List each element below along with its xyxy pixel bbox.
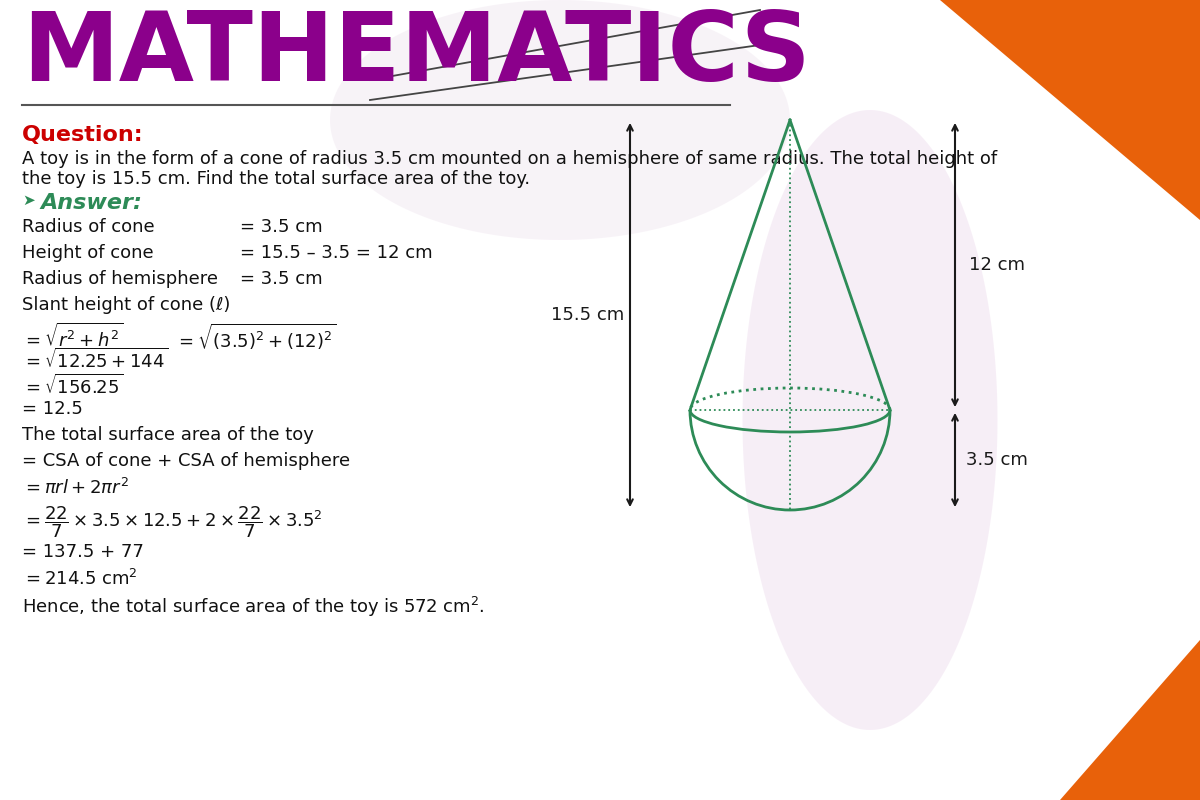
Text: $= \sqrt{12.25 + 144}$: $= \sqrt{12.25 + 144}$ — [22, 348, 168, 372]
Text: A toy is in the form of a cone of radius 3.5 cm mounted on a hemisphere of same : A toy is in the form of a cone of radius… — [22, 150, 997, 168]
Text: Question:: Question: — [22, 125, 144, 145]
Text: $= \pi rl + 2\pi r^2$: $= \pi rl + 2\pi r^2$ — [22, 478, 128, 498]
Text: 3.5 cm: 3.5 cm — [966, 451, 1028, 469]
Text: = 3.5 cm: = 3.5 cm — [240, 218, 323, 236]
Text: $= 214.5 \text{ cm}^2$: $= 214.5 \text{ cm}^2$ — [22, 569, 138, 589]
Text: = 15.5 – 3.5 = 12 cm: = 15.5 – 3.5 = 12 cm — [240, 244, 433, 262]
Polygon shape — [940, 0, 1200, 220]
Text: $= \sqrt{156.25}$: $= \sqrt{156.25}$ — [22, 374, 124, 398]
Text: Hence, the total surface area of the toy is 572 cm$^2$.: Hence, the total surface area of the toy… — [22, 595, 485, 619]
Text: $= \dfrac{22}{7} \times 3.5 \times 12.5 + 2 \times \dfrac{22}{7} \times 3.5^2$: $= \dfrac{22}{7} \times 3.5 \times 12.5 … — [22, 504, 323, 540]
Text: Height of cone: Height of cone — [22, 244, 154, 262]
Text: $= \sqrt{r^2 + h^2}$: $= \sqrt{r^2 + h^2}$ — [22, 322, 124, 350]
Text: $= \sqrt{(3.5)^2 + (12)^2}$: $= \sqrt{(3.5)^2 + (12)^2}$ — [175, 322, 336, 352]
Text: = CSA of cone + CSA of hemisphere: = CSA of cone + CSA of hemisphere — [22, 452, 350, 470]
Text: ➤: ➤ — [22, 193, 35, 208]
Text: Slant height of cone (ℓ): Slant height of cone (ℓ) — [22, 296, 230, 314]
Text: The total surface area of the toy: The total surface area of the toy — [22, 426, 314, 444]
Text: = 12.5: = 12.5 — [22, 400, 83, 418]
Text: Radius of hemisphere: Radius of hemisphere — [22, 270, 218, 288]
Text: Radius of cone: Radius of cone — [22, 218, 155, 236]
Text: 15.5 cm: 15.5 cm — [551, 306, 625, 324]
Polygon shape — [330, 0, 790, 240]
Text: = 3.5 cm: = 3.5 cm — [240, 270, 323, 288]
Text: 12 cm: 12 cm — [970, 256, 1025, 274]
Polygon shape — [743, 110, 997, 730]
Text: = 137.5 + 77: = 137.5 + 77 — [22, 543, 144, 561]
Text: the toy is 15.5 cm. Find the total surface area of the toy.: the toy is 15.5 cm. Find the total surfa… — [22, 170, 530, 188]
Polygon shape — [1060, 640, 1200, 800]
Text: MATHEMATICS: MATHEMATICS — [22, 9, 811, 102]
Text: Answer:: Answer: — [40, 193, 142, 213]
